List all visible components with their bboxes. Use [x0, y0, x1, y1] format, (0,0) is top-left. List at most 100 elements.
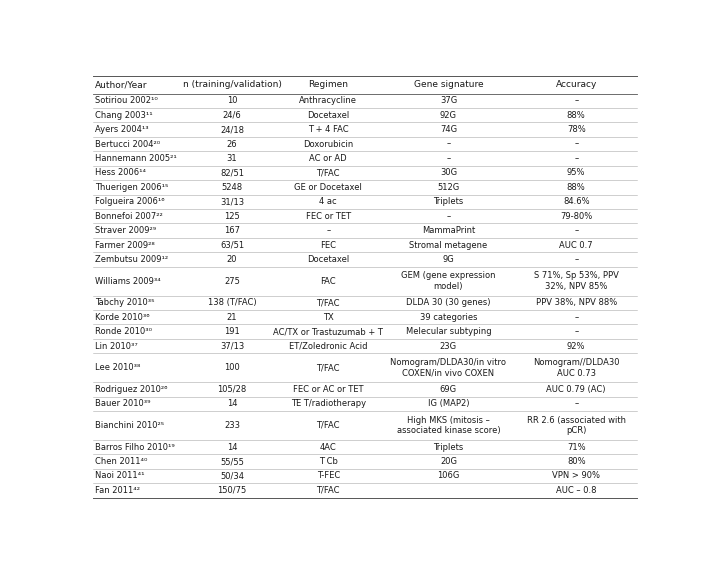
Text: RR 2.6 (associated with
pCR): RR 2.6 (associated with pCR): [527, 415, 626, 435]
Text: 31/13: 31/13: [220, 197, 244, 206]
Text: T/FAC: T/FAC: [316, 486, 340, 495]
Text: T/FAC: T/FAC: [316, 421, 340, 430]
Text: TE T/radiotherapy: TE T/radiotherapy: [291, 399, 365, 408]
Text: T/FAC: T/FAC: [316, 168, 340, 177]
Text: 30G: 30G: [440, 168, 457, 177]
Text: TX: TX: [323, 312, 333, 321]
Text: AUC 0.7: AUC 0.7: [560, 240, 593, 249]
Text: Stromal metagene: Stromal metagene: [410, 240, 488, 249]
Text: 55/55: 55/55: [220, 457, 244, 466]
Text: Melecular subtyping: Melecular subtyping: [405, 327, 491, 336]
Text: 105/28: 105/28: [218, 385, 247, 394]
Text: 37G: 37G: [440, 96, 457, 105]
Text: VPN > 90%: VPN > 90%: [552, 471, 600, 480]
Text: 37/13: 37/13: [220, 342, 244, 351]
Text: –: –: [574, 327, 578, 336]
Text: T-FEC: T-FEC: [316, 471, 340, 480]
Text: 84.6%: 84.6%: [563, 197, 589, 206]
Text: GE or Docetaxel: GE or Docetaxel: [294, 183, 362, 192]
Text: AC/TX or Trastuzumab + T: AC/TX or Trastuzumab + T: [273, 327, 383, 336]
Text: Gene signature: Gene signature: [414, 81, 483, 90]
Text: 4AC: 4AC: [320, 443, 336, 452]
Text: 191: 191: [224, 327, 240, 336]
Text: 14: 14: [227, 399, 237, 408]
Text: –: –: [447, 154, 451, 163]
Text: T + 4 FAC: T + 4 FAC: [308, 125, 348, 134]
Text: FEC: FEC: [320, 240, 336, 249]
Text: 125: 125: [224, 212, 240, 221]
Text: 512G: 512G: [437, 183, 459, 192]
Text: 39 categories: 39 categories: [419, 312, 477, 321]
Text: 79-80%: 79-80%: [560, 212, 592, 221]
Text: 4 ac: 4 ac: [319, 197, 337, 206]
Text: High MKS (mitosis –
associated kinase score): High MKS (mitosis – associated kinase sc…: [397, 415, 501, 435]
Text: 26: 26: [227, 140, 237, 149]
Text: Doxorubicin: Doxorubicin: [303, 140, 353, 149]
Text: AUC 0.79 (AC): AUC 0.79 (AC): [547, 385, 606, 394]
Text: –: –: [326, 226, 331, 235]
Text: 31: 31: [227, 154, 237, 163]
Text: Korde 2010³⁶: Korde 2010³⁶: [95, 312, 149, 321]
Text: 92G: 92G: [440, 111, 457, 120]
Text: 82/51: 82/51: [220, 168, 244, 177]
Text: Bertucci 2004²⁰: Bertucci 2004²⁰: [95, 140, 160, 149]
Text: Farmer 2009²⁸: Farmer 2009²⁸: [95, 240, 155, 249]
Text: Barros Filho 2010¹⁹: Barros Filho 2010¹⁹: [95, 443, 175, 452]
Text: Rodriguez 2010²⁶: Rodriguez 2010²⁶: [95, 385, 167, 394]
Text: n (training/validation): n (training/validation): [183, 81, 282, 90]
Text: 233: 233: [224, 421, 240, 430]
Text: Nomogram//DLDA30
AUC 0.73: Nomogram//DLDA30 AUC 0.73: [533, 358, 619, 378]
Text: FEC or AC or TET: FEC or AC or TET: [293, 385, 363, 394]
Text: Ayers 2004¹³: Ayers 2004¹³: [95, 125, 149, 134]
Text: Lin 2010³⁷: Lin 2010³⁷: [95, 342, 138, 351]
Text: Thuerigen 2006¹⁵: Thuerigen 2006¹⁵: [95, 183, 169, 192]
Text: T/FAC: T/FAC: [316, 298, 340, 307]
Text: –: –: [574, 140, 578, 149]
Text: 71%: 71%: [567, 443, 586, 452]
Text: 9G: 9G: [442, 255, 454, 264]
Text: Bonnefoi 2007²²: Bonnefoi 2007²²: [95, 212, 163, 221]
Text: Docetaxel: Docetaxel: [307, 255, 349, 264]
Text: Author/Year: Author/Year: [95, 81, 147, 90]
Text: Hannemann 2005²¹: Hannemann 2005²¹: [95, 154, 177, 163]
Text: Nomogram/DLDA30/in vitro
COXEN/in vivo COXEN: Nomogram/DLDA30/in vitro COXEN/in vivo C…: [390, 358, 506, 378]
Text: –: –: [574, 226, 578, 235]
Text: 5248: 5248: [221, 183, 242, 192]
Text: Tabchy 2010³⁵: Tabchy 2010³⁵: [95, 298, 154, 307]
Text: Naoi 2011⁴¹: Naoi 2011⁴¹: [95, 471, 144, 480]
Text: –: –: [574, 255, 578, 264]
Text: Straver 2009²⁹: Straver 2009²⁹: [95, 226, 156, 235]
Text: DLDA 30 (30 genes): DLDA 30 (30 genes): [406, 298, 491, 307]
Text: 23G: 23G: [440, 342, 457, 351]
Text: 275: 275: [224, 276, 240, 285]
Text: T Cb: T Cb: [319, 457, 338, 466]
Text: Accuracy: Accuracy: [555, 81, 597, 90]
Text: 88%: 88%: [567, 183, 586, 192]
Text: Triplets: Triplets: [433, 443, 464, 452]
Text: Docetaxel: Docetaxel: [307, 111, 349, 120]
Text: 150/75: 150/75: [218, 486, 247, 495]
Text: 10: 10: [227, 96, 237, 105]
Text: 95%: 95%: [567, 168, 585, 177]
Text: IG (MAP2): IG (MAP2): [428, 399, 469, 408]
Text: Sotiriou 2002¹⁰: Sotiriou 2002¹⁰: [95, 96, 158, 105]
Text: Folgueira 2006¹⁶: Folgueira 2006¹⁶: [95, 197, 164, 206]
Text: 138 (T/FAC): 138 (T/FAC): [208, 298, 256, 307]
Text: 106G: 106G: [437, 471, 459, 480]
Text: Triplets: Triplets: [433, 197, 464, 206]
Text: Hess 2006¹⁴: Hess 2006¹⁴: [95, 168, 146, 177]
Text: FEC or TET: FEC or TET: [306, 212, 351, 221]
Text: 50/34: 50/34: [220, 471, 244, 480]
Text: AC or AD: AC or AD: [309, 154, 347, 163]
Text: –: –: [574, 96, 578, 105]
Text: 63/51: 63/51: [220, 240, 244, 249]
Text: Bianchini 2010²⁵: Bianchini 2010²⁵: [95, 421, 164, 430]
Text: T/FAC: T/FAC: [316, 363, 340, 372]
Text: 24/18: 24/18: [220, 125, 244, 134]
Text: S 71%, Sp 53%, PPV
32%, NPV 85%: S 71%, Sp 53%, PPV 32%, NPV 85%: [534, 271, 619, 291]
Text: Zembutsu 2009¹²: Zembutsu 2009¹²: [95, 255, 168, 264]
Text: AUC – 0.8: AUC – 0.8: [556, 486, 597, 495]
Text: 80%: 80%: [567, 457, 586, 466]
Text: Regimen: Regimen: [309, 81, 348, 90]
Text: Ronde 2010³⁰: Ronde 2010³⁰: [95, 327, 152, 336]
